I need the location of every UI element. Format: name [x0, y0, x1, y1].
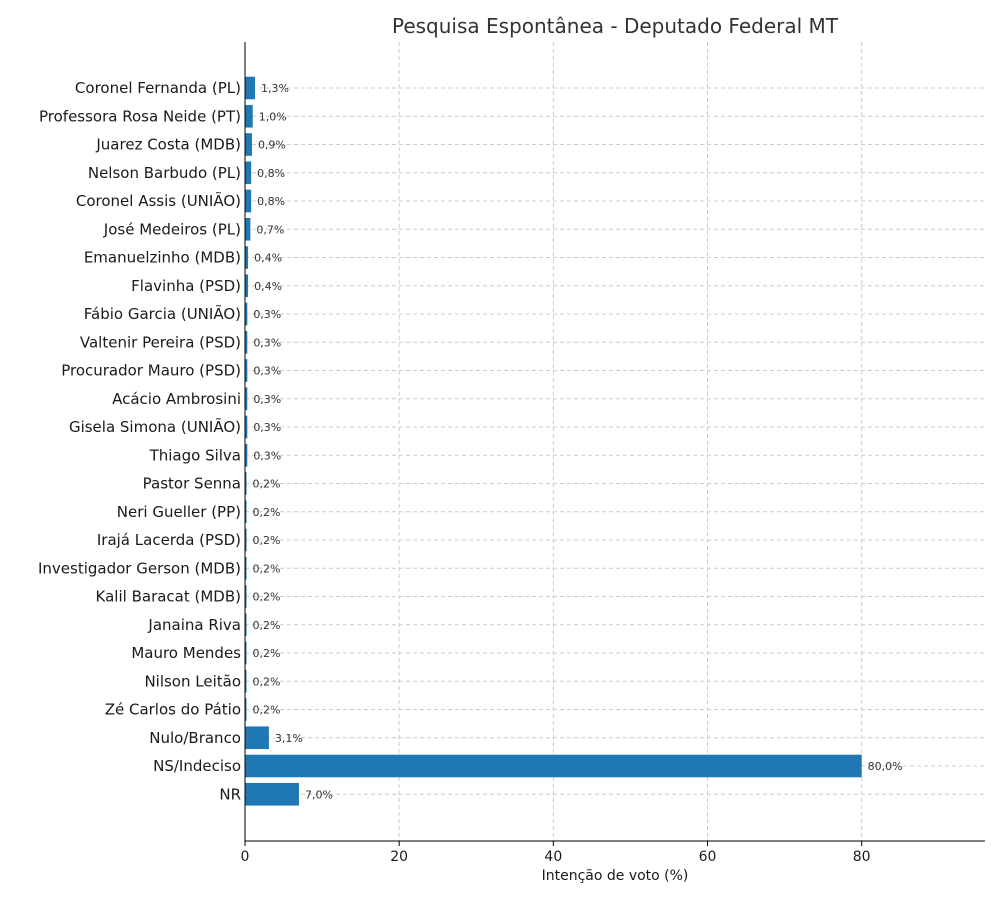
- x-tick-label: 80: [853, 849, 871, 865]
- bar: [245, 641, 247, 665]
- x-tick-label: 60: [699, 849, 717, 865]
- category-label: NS/Indeciso: [153, 757, 241, 775]
- category-label: Valtenir Pereira (PSD): [80, 333, 241, 351]
- bar: [245, 782, 299, 806]
- x-ticks: 0 20 40 60 80: [241, 841, 871, 865]
- category-label: Janaina Riva: [147, 616, 241, 634]
- category-label: Nelson Barbudo (PL): [88, 164, 241, 182]
- bar: [245, 443, 248, 467]
- x-tick-label: 40: [544, 849, 562, 865]
- bar: [245, 302, 248, 326]
- category-label: Juarez Costa (MDB): [95, 136, 241, 154]
- category-label: Pastor Senna: [143, 475, 241, 493]
- bar: [245, 556, 247, 580]
- bar: [245, 613, 247, 637]
- value-label: 3,1%: [275, 732, 303, 745]
- x-axis-label: Intenção de voto (%): [542, 868, 689, 884]
- value-label: 0,7%: [256, 223, 284, 236]
- value-label: 0,3%: [253, 393, 281, 406]
- value-label: 0,2%: [253, 704, 281, 717]
- value-label: 1,3%: [261, 82, 289, 95]
- value-label: 0,8%: [257, 167, 285, 180]
- value-label: 0,3%: [253, 421, 281, 434]
- value-label: 0,3%: [253, 365, 281, 378]
- bar: [245, 698, 247, 721]
- bar: [245, 359, 248, 382]
- value-label: 0,2%: [253, 675, 281, 688]
- x-tick-label: 20: [390, 849, 408, 865]
- bar: [245, 189, 252, 213]
- category-label: Procurador Mauro (PSD): [61, 362, 241, 380]
- bar: [245, 415, 248, 439]
- category-label: Nulo/Branco: [149, 729, 241, 747]
- bar: [245, 161, 252, 185]
- category-label: Fábio Garcia (UNIÃO): [84, 304, 241, 323]
- category-label: NR: [219, 785, 241, 803]
- value-label: 0,9%: [258, 139, 286, 152]
- category-label: Irajá Lacerda (PSD): [97, 531, 241, 549]
- category-label: Acácio Ambrosini: [112, 390, 241, 408]
- category-label: Emanuelzinho (MDB): [84, 249, 241, 267]
- bar: [245, 754, 862, 778]
- value-label: 0,4%: [254, 252, 282, 265]
- x-tick-label: 0: [241, 849, 250, 865]
- category-label: Gisela Simona (UNIÃO): [69, 417, 241, 436]
- bar: [245, 669, 247, 693]
- bar: [245, 472, 247, 495]
- bar: [245, 246, 249, 269]
- bars-layer: [245, 76, 862, 806]
- category-label: Flavinha (PSD): [131, 277, 241, 295]
- category-label: Investigador Gerson (MDB): [38, 559, 241, 577]
- value-label: 0,2%: [253, 478, 281, 491]
- bar: [245, 104, 253, 128]
- grid-layer: [245, 42, 985, 841]
- value-label: 1,0%: [259, 110, 287, 123]
- axes-layer: [244, 42, 985, 842]
- value-label: 0,2%: [253, 562, 281, 575]
- category-label: José Medeiros (PL): [103, 220, 241, 238]
- value-label: 80,0%: [868, 760, 903, 773]
- value-label: 0,2%: [253, 506, 281, 519]
- value-label: 0,3%: [253, 308, 281, 321]
- bar: [245, 274, 249, 298]
- bar: [245, 133, 252, 156]
- bar: [245, 585, 247, 608]
- category-label: Nilson Leitão: [144, 672, 241, 690]
- labels-layer: Coronel Fernanda (PL) 1,3% Professora Rosa…: [38, 79, 903, 803]
- category-label: Kalil Baracat (MDB): [96, 588, 241, 606]
- value-label: 0,2%: [253, 619, 281, 632]
- category-label: Mauro Mendes: [131, 644, 241, 662]
- value-label: 0,4%: [254, 280, 282, 293]
- bar: [245, 387, 248, 411]
- value-label: 0,2%: [253, 647, 281, 660]
- value-label: 0,3%: [253, 336, 281, 349]
- bar: [245, 500, 247, 524]
- category-label: Neri Gueller (PP): [117, 503, 241, 521]
- category-label: Professora Rosa Neide (PT): [39, 107, 241, 125]
- bar: [245, 217, 251, 241]
- value-label: 0,2%: [253, 591, 281, 604]
- value-label: 7,0%: [305, 788, 333, 801]
- category-label: Zé Carlos do Pátio: [105, 701, 241, 719]
- value-label: 0,3%: [253, 449, 281, 462]
- value-label: 0,8%: [257, 195, 285, 208]
- value-label: 0,2%: [253, 534, 281, 547]
- category-label: Coronel Fernanda (PL): [75, 79, 241, 97]
- bar: [245, 330, 248, 354]
- bar: [245, 528, 247, 552]
- category-label: Coronel Assis (UNIÃO): [76, 191, 241, 210]
- bar: [245, 76, 256, 100]
- chart-title: Pesquisa Espontânea - Deputado Federal M…: [392, 14, 839, 38]
- bar: [245, 726, 269, 750]
- category-label: Thiago Silva: [149, 446, 241, 464]
